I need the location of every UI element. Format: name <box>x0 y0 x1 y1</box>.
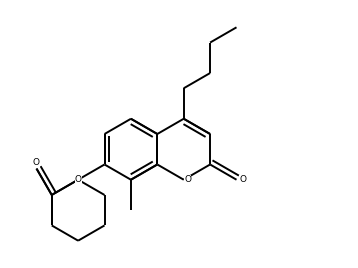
Text: O: O <box>240 175 246 184</box>
Text: O: O <box>184 175 191 184</box>
Text: O: O <box>33 158 40 167</box>
Text: O: O <box>74 175 82 184</box>
